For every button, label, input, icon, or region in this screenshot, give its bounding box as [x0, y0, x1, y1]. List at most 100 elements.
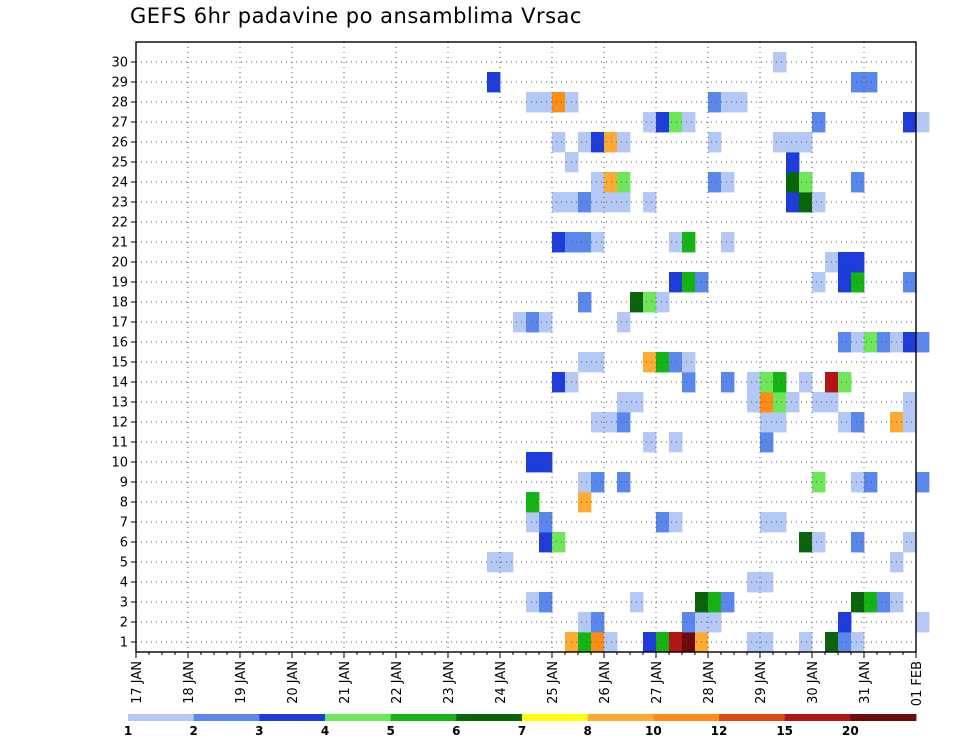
- heatmap-cell: [773, 412, 787, 433]
- y-tick-label: 22: [111, 216, 128, 231]
- heatmap-cell: [851, 332, 865, 353]
- heatmap-cell: [539, 92, 553, 113]
- y-axis: 1234567891011121314151617181920212223242…: [111, 56, 136, 651]
- heatmap-cell: [838, 332, 852, 353]
- heatmap-cell: [617, 132, 631, 153]
- heatmap-cell: [591, 632, 605, 653]
- heatmap-cell: [851, 72, 865, 93]
- legend-label: 7: [518, 724, 526, 738]
- legend-swatch: [128, 714, 195, 721]
- x-tick-label: 22 JAN: [390, 661, 405, 704]
- heatmap-cell: [721, 172, 735, 193]
- heatmap-cell: [617, 472, 631, 493]
- y-tick-label: 21: [111, 236, 128, 251]
- heatmap-cell: [617, 192, 631, 213]
- heatmap-cell: [604, 632, 618, 653]
- legend-swatch: [456, 714, 523, 721]
- heatmap-cell: [604, 172, 618, 193]
- heatmap-cell: [721, 232, 735, 253]
- heatmap-cell: [851, 172, 865, 193]
- heatmap-cell: [513, 312, 527, 333]
- heatmap-cell: [786, 132, 800, 153]
- x-tick-label: 30 JAN: [806, 661, 821, 704]
- heatmap-cell: [799, 132, 813, 153]
- legend-swatch: [193, 714, 260, 721]
- heatmap-cell: [539, 512, 553, 533]
- heatmap-cell: [916, 472, 930, 493]
- heatmap-cell: [838, 372, 852, 393]
- heatmap-cell: [591, 192, 605, 213]
- heatmap-cell: [838, 632, 852, 653]
- heatmap-cell: [526, 312, 540, 333]
- heatmap-cell: [656, 512, 670, 533]
- heatmap-cell: [604, 192, 618, 213]
- y-tick-label: 28: [111, 96, 128, 111]
- legend-swatch: [325, 714, 392, 721]
- heatmap-cell: [669, 232, 683, 253]
- legend-swatch: [259, 714, 326, 721]
- x-tick-label: 24 JAN: [494, 661, 509, 704]
- x-tick-label: 27 JAN: [650, 661, 665, 704]
- y-tick-label: 26: [111, 136, 128, 151]
- heatmap-cell: [578, 492, 592, 513]
- heatmap-cell: [552, 532, 566, 553]
- y-tick-label: 16: [111, 336, 128, 351]
- heatmap-cell: [591, 612, 605, 633]
- heatmap-cell: [526, 92, 540, 113]
- heatmap-cell: [903, 112, 917, 133]
- heatmap-cell: [812, 112, 826, 133]
- heatmap-cell: [578, 132, 592, 153]
- heatmap-cell: [526, 592, 540, 613]
- legend-label: 6: [452, 724, 460, 738]
- heatmap-cell: [773, 392, 787, 413]
- heatmap-cell: [682, 112, 696, 133]
- heatmap-cell: [903, 272, 917, 293]
- x-tick-label: 31 JAN: [858, 661, 873, 704]
- y-tick-label: 20: [111, 256, 128, 271]
- heatmap-cell: [721, 592, 735, 613]
- heatmap-cell: [799, 632, 813, 653]
- heatmap-cell: [721, 372, 735, 393]
- heatmap-cell: [578, 352, 592, 373]
- heatmap-cell: [786, 392, 800, 413]
- heatmap-cell: [812, 532, 826, 553]
- heatmap-cell: [773, 52, 787, 73]
- heatmap-cell: [864, 592, 878, 613]
- heatmap-cell: [916, 112, 930, 133]
- heatmap-cell: [539, 312, 553, 333]
- heatmap-cell: [682, 612, 696, 633]
- y-tick-label: 18: [111, 296, 128, 311]
- x-tick-label: 21 JAN: [338, 661, 353, 704]
- heatmap-cell: [643, 432, 657, 453]
- y-tick-label: 15: [111, 356, 128, 371]
- heatmap-cell: [812, 192, 826, 213]
- heatmap-cell: [578, 472, 592, 493]
- heatmap-cell: [539, 592, 553, 613]
- heatmap-cell: [591, 412, 605, 433]
- heatmap-cell: [747, 632, 761, 653]
- heatmap-cell: [617, 412, 631, 433]
- color-legend: 1 2 3 4 5 6 7 8 10 12 15 20: [124, 714, 917, 738]
- heatmap-cell: [552, 132, 566, 153]
- heatmap-cell: [682, 232, 696, 253]
- heatmap-cell: [708, 92, 722, 113]
- y-tick-label: 24: [111, 176, 128, 191]
- y-tick-label: 2: [120, 616, 128, 631]
- legend-label: 15: [776, 724, 793, 738]
- x-tick-label: 25 JAN: [546, 661, 561, 704]
- heatmap-cell: [643, 632, 657, 653]
- heatmap-cell: [669, 272, 683, 293]
- y-tick-label: 7: [120, 516, 128, 531]
- heatmap-cell: [552, 232, 566, 253]
- heatmap-cell: [669, 112, 683, 133]
- heatmap-cell: [578, 612, 592, 633]
- heatmap-cell: [604, 132, 618, 153]
- heatmap-cell: [721, 92, 735, 113]
- grid-lines: [136, 42, 916, 652]
- heatmap-cell: [682, 272, 696, 293]
- legend-label: 8: [583, 724, 591, 738]
- heatmap-cell: [669, 352, 683, 373]
- heatmap-cell: [903, 412, 917, 433]
- heatmap-cell: [747, 572, 761, 593]
- heatmap-cell: [851, 592, 865, 613]
